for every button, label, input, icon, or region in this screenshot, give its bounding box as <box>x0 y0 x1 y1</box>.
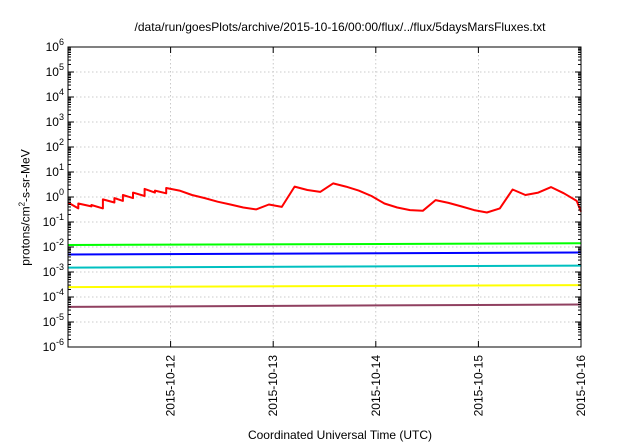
y-axis-label: protons/cm2-s-sr-MeV <box>18 108 33 308</box>
y-tick-label: 102 <box>46 137 64 154</box>
grid-lines <box>68 47 581 347</box>
series-line-2 <box>67 242 582 246</box>
x-tick-label: 2015-10-16 <box>574 355 588 417</box>
y-tick-label: 101 <box>46 162 64 179</box>
tick-marks <box>68 46 582 348</box>
y-tick-label: 104 <box>46 87 64 104</box>
x-tick-labels: 2015-10-12 2015-10-13 2015-10-14 2015-10-15… <box>164 355 588 417</box>
x-tick-label: 2015-10-12 <box>164 355 178 417</box>
y-tick-label: 105 <box>46 62 64 79</box>
y-tick-label: 100 <box>46 187 64 204</box>
y-axis-label-prefix: protons/cm <box>18 206 33 266</box>
series-line-4 <box>67 264 582 269</box>
chart-title: /data/run/goesPlots/archive/2015-10-16/0… <box>134 20 546 34</box>
y-tick-labels: 10-6 10-5 10-4 10-3 10-2 10-1 100 101 102 103 104 1… <box>43 37 64 354</box>
y-tick-label: 10-2 <box>43 237 64 254</box>
y-tick-label: 10-3 <box>43 262 64 279</box>
y-tick-label: 106 <box>46 37 64 54</box>
y-tick-label: 10-5 <box>43 312 64 329</box>
series-line-1 <box>67 182 582 214</box>
x-tick-label: 2015-10-15 <box>471 355 485 417</box>
y-axis-label-exponent: 2 <box>17 201 27 207</box>
series-line-3 <box>67 251 582 256</box>
series-line-6 <box>67 303 582 308</box>
x-axis-label: Coordinated Universal Time (UTC) <box>247 428 433 442</box>
series-layer <box>67 182 582 308</box>
series-line-5 <box>67 284 582 289</box>
y-tick-label: 103 <box>46 112 64 129</box>
y-tick-label: 10-6 <box>43 337 64 354</box>
y-axis-label-suffix: -s-sr-MeV <box>18 149 33 202</box>
y-tick-label: 10-1 <box>43 212 64 229</box>
y-tick-label: 10-4 <box>43 287 64 304</box>
x-tick-label: 2015-10-14 <box>369 355 383 417</box>
x-tick-label: 2015-10-13 <box>266 355 280 417</box>
